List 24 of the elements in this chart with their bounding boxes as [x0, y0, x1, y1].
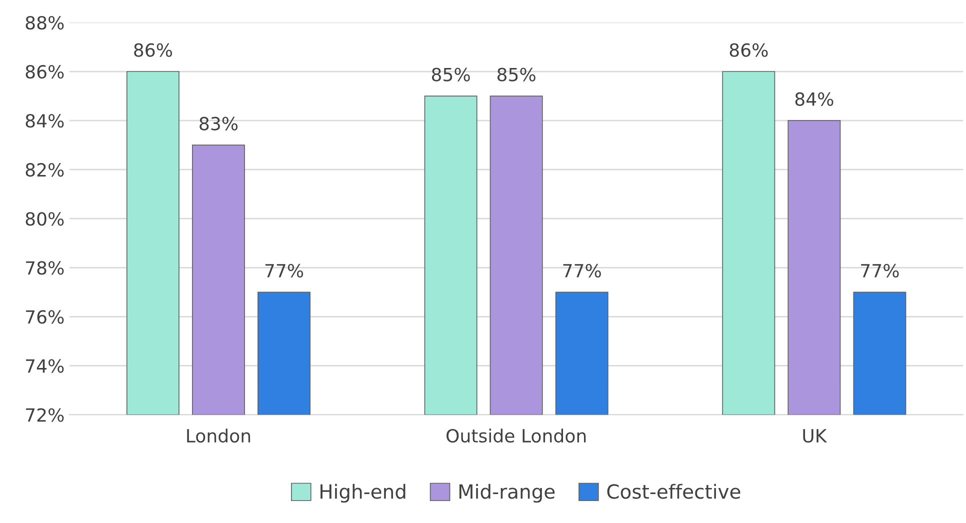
y-tick-label: 82%	[26, 163, 64, 177]
legend-label: High-end	[320, 484, 406, 503]
y-tick-label: 78%	[26, 261, 64, 275]
y-tick-label: 72%	[26, 408, 64, 422]
data-label: 86%	[134, 43, 172, 57]
data-label: 85%	[432, 68, 470, 82]
y-tick-label: 84%	[26, 114, 64, 128]
y-tick-label: 80%	[26, 212, 64, 226]
y-tick-label: 76%	[26, 310, 64, 324]
y-tick-label: 88%	[26, 16, 64, 30]
data-label: 77%	[563, 264, 601, 278]
data-label: 86%	[730, 43, 768, 57]
y-tick-label: 86%	[26, 64, 64, 79]
legend-label: Cost-effective	[607, 484, 740, 499]
data-label: 77%	[265, 264, 304, 278]
data-label: 84%	[795, 92, 834, 106]
data-label: 85%	[497, 68, 536, 82]
data-label: 83%	[200, 116, 238, 130]
x-tick-label: Outside London	[446, 428, 586, 443]
data-label: 77%	[861, 264, 899, 278]
y-tick-label: 74%	[26, 359, 64, 373]
legend-label: Mid-range	[459, 484, 555, 503]
x-tick-label: UK	[803, 429, 828, 443]
x-tick-label: London	[187, 428, 250, 443]
